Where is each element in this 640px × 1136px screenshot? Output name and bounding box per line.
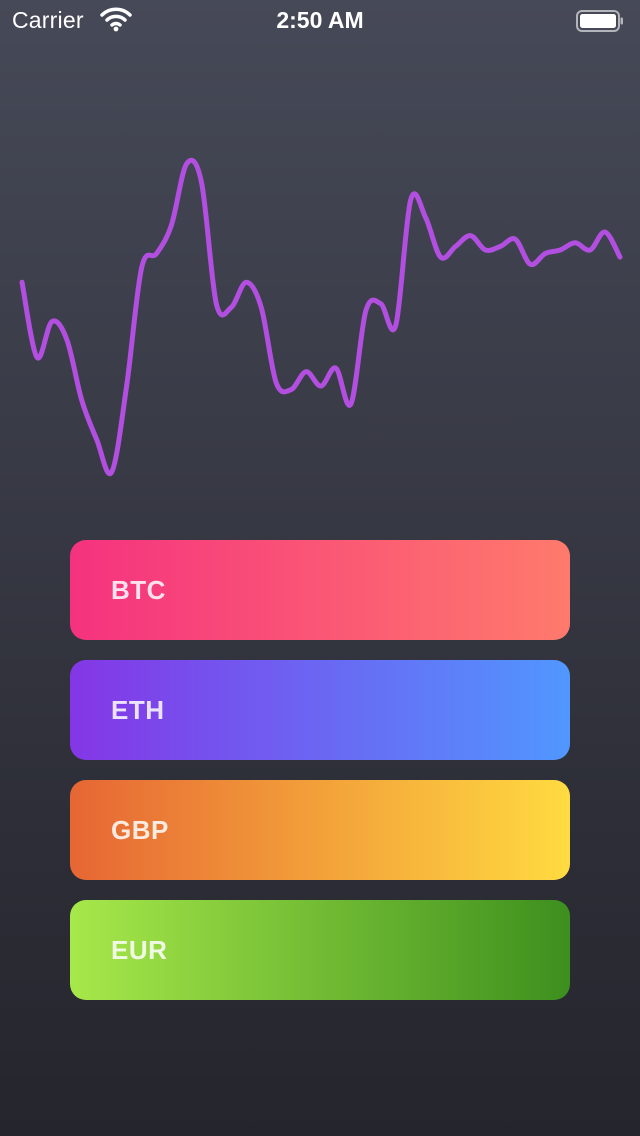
- currency-label: BTC: [111, 575, 166, 605]
- currency-label: EUR: [111, 935, 168, 965]
- battery-icon: [576, 10, 623, 32]
- carrier-label: Carrier: [12, 7, 84, 33]
- currency-button-btc[interactable]: BTC: [70, 540, 570, 640]
- wifi-icon: [100, 7, 132, 32]
- price-chart: [19, 157, 623, 477]
- currency-label: GBP: [111, 815, 169, 845]
- currency-label: ETH: [111, 695, 165, 725]
- currency-list: BTC ETH GBP EUR: [70, 540, 570, 1020]
- currency-button-gbp[interactable]: GBP: [70, 780, 570, 880]
- price-line: [19, 157, 623, 477]
- currency-button-eth[interactable]: ETH: [70, 660, 570, 760]
- status-bar: Carrier 2:50 AM: [0, 0, 640, 40]
- currency-button-eur[interactable]: EUR: [70, 900, 570, 1000]
- clock: 2:50 AM: [276, 7, 364, 33]
